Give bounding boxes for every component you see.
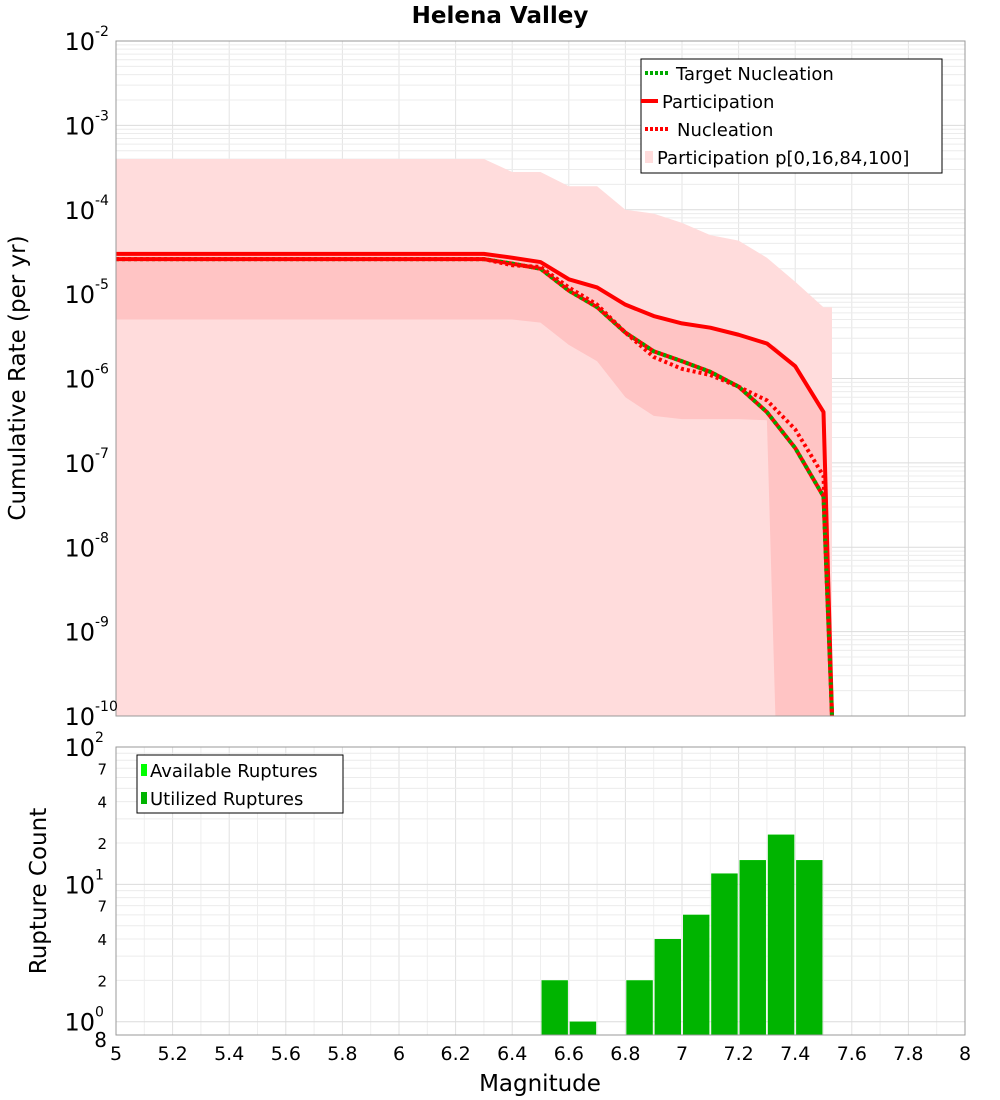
bottom-y-minor-tick-label: 2 bbox=[97, 972, 107, 990]
x-tick-label: 5.4 bbox=[214, 1043, 244, 1065]
top-y-tick-exponent: -7 bbox=[95, 446, 109, 462]
top-y-tick-label: 10 bbox=[64, 197, 95, 225]
x-tick-label: 8 bbox=[959, 1043, 971, 1065]
bottom-y-minor-tick-label: 7 bbox=[97, 898, 107, 916]
bottom-y-minor-tick-label: 8 bbox=[94, 1028, 107, 1052]
band-outer-participation-p-0-16-84-100 bbox=[116, 158, 832, 717]
x-tick-label: 7 bbox=[676, 1043, 688, 1065]
bottom-y-axis-title: Rupture Count bbox=[26, 808, 52, 974]
bottom-y-tick-label: 10 bbox=[64, 734, 95, 762]
legend-entry-nucleation: Nucleation bbox=[645, 120, 773, 141]
x-tick-label: 7.6 bbox=[837, 1043, 867, 1065]
legend-entry-target-nucleation: Target Nucleation bbox=[645, 64, 834, 85]
bar-utilized-ruptures bbox=[683, 914, 710, 1035]
bar-utilized-ruptures bbox=[541, 980, 568, 1035]
legend-swatch-participation-band bbox=[645, 151, 653, 163]
bottom-y-minor-tick-label: 4 bbox=[97, 931, 107, 949]
top-y-tick-labels: 10-210-310-410-510-610-710-810-910-10 bbox=[64, 24, 117, 731]
legend-label-participation: Participation bbox=[662, 92, 774, 113]
x-tick-label: 6.8 bbox=[610, 1043, 640, 1065]
chart-title: Helena Valley bbox=[412, 3, 589, 29]
legend-entry-utilized-ruptures: Utilized Ruptures bbox=[141, 789, 303, 810]
bar-utilized-ruptures bbox=[626, 980, 653, 1035]
bottom-y-minor-tick-label: 2 bbox=[97, 835, 107, 853]
legend-label-utilized-ruptures: Utilized Ruptures bbox=[150, 789, 303, 810]
top-y-tick-exponent: -8 bbox=[95, 530, 109, 546]
legend-entry-participation-band: Participation p[0,16,84,100] bbox=[645, 148, 909, 169]
x-tick-label: 6 bbox=[393, 1043, 405, 1065]
bottom-y-tick-exponent: 0 bbox=[95, 1005, 104, 1021]
top-panel: Helena Valley 10-210-310-410-510-610-710… bbox=[5, 3, 966, 731]
legend-swatch-utilized-ruptures bbox=[141, 792, 147, 804]
top-y-tick-label: 10 bbox=[64, 703, 95, 731]
x-tick-label: 5.8 bbox=[327, 1043, 357, 1065]
bottom-y-tick-exponent: 2 bbox=[95, 730, 104, 746]
top-y-tick-exponent: -3 bbox=[95, 108, 109, 124]
top-y-tick-label: 10 bbox=[64, 281, 95, 309]
legend-entry-available-ruptures: Available Ruptures bbox=[141, 761, 318, 782]
x-tick-labels: 5 5.2 5.4 5.6 5.8 6 6.2 6.4 6.6 6.8 7 7.2 7.4 7.6 7.8 8 bbox=[110, 1043, 971, 1065]
top-y-tick-exponent: -10 bbox=[95, 699, 118, 715]
top-y-tick-label: 10 bbox=[64, 619, 95, 647]
legend-entry-participation: Participation bbox=[641, 92, 774, 113]
bottom-y-tick-exponent: 1 bbox=[95, 867, 104, 883]
x-tick-label: 7.2 bbox=[723, 1043, 753, 1065]
bar-utilized-ruptures bbox=[739, 860, 766, 1035]
bottom-legend-box bbox=[136, 754, 344, 814]
series-line-nucleation bbox=[116, 257, 834, 717]
bar-utilized-ruptures bbox=[711, 873, 738, 1035]
top-bands bbox=[116, 158, 832, 717]
legend-label-participation-band: Participation p[0,16,84,100] bbox=[657, 148, 909, 169]
top-y-tick-exponent: -2 bbox=[95, 24, 109, 40]
legend-label-available-ruptures: Available Ruptures bbox=[150, 761, 318, 782]
x-tick-label: 5 bbox=[110, 1043, 122, 1065]
top-y-tick-exponent: -9 bbox=[95, 615, 109, 631]
x-tick-label: 6.2 bbox=[440, 1043, 470, 1065]
top-y-tick-exponent: -6 bbox=[95, 362, 109, 378]
x-tick-label: 5.6 bbox=[271, 1043, 301, 1065]
bar-utilized-ruptures bbox=[796, 860, 823, 1035]
bottom-y-minor-tick-label: 4 bbox=[97, 794, 107, 812]
legend-label-target-nucleation: Target Nucleation bbox=[675, 64, 834, 85]
x-tick-label: 7.8 bbox=[893, 1043, 923, 1065]
x-axis-title: Magnitude bbox=[479, 1071, 601, 1097]
x-tick-label: 5.2 bbox=[157, 1043, 187, 1065]
bottom-y-tick-label: 10 bbox=[64, 1009, 95, 1037]
bottom-y-minor-tick-label: 7 bbox=[97, 760, 107, 778]
bar-utilized-ruptures bbox=[569, 1021, 597, 1035]
top-y-tick-label: 10 bbox=[64, 366, 95, 394]
bottom-plot-border bbox=[115, 746, 966, 1036]
bottom-bars bbox=[541, 834, 823, 1035]
top-y-tick-exponent: -4 bbox=[95, 193, 109, 209]
series-line-target-nucleation bbox=[116, 257, 834, 717]
top-lines bbox=[116, 251, 834, 717]
top-y-tick-label: 10 bbox=[64, 534, 95, 562]
top-y-tick-label: 10 bbox=[64, 28, 95, 56]
bar-utilized-ruptures bbox=[654, 939, 681, 1035]
x-tick-label: 6.6 bbox=[554, 1043, 584, 1065]
top-plot-border bbox=[115, 40, 966, 717]
top-y-tick-label: 10 bbox=[64, 450, 95, 478]
bar-utilized-ruptures bbox=[767, 834, 795, 1035]
legend-label-nucleation: Nucleation bbox=[677, 120, 773, 141]
top-y-tick-exponent: -5 bbox=[95, 277, 109, 293]
bottom-legend: Available Ruptures Utilized Ruptures bbox=[136, 754, 344, 814]
top-legend: Target Nucleation Participation Nucleati… bbox=[640, 58, 943, 174]
bottom-y-tick-label: 10 bbox=[64, 871, 95, 899]
band-inner-participation-p-0-16-84-100 bbox=[116, 253, 832, 716]
top-legend-box bbox=[640, 58, 943, 174]
x-tick-label: 6.4 bbox=[497, 1043, 527, 1065]
top-y-tick-label: 10 bbox=[64, 112, 95, 140]
x-tick-label: 7.4 bbox=[780, 1043, 810, 1065]
legend-swatch-available-ruptures bbox=[141, 764, 147, 776]
series-line-participation bbox=[116, 251, 834, 717]
top-y-axis-title: Cumulative Rate (per yr) bbox=[5, 235, 31, 520]
